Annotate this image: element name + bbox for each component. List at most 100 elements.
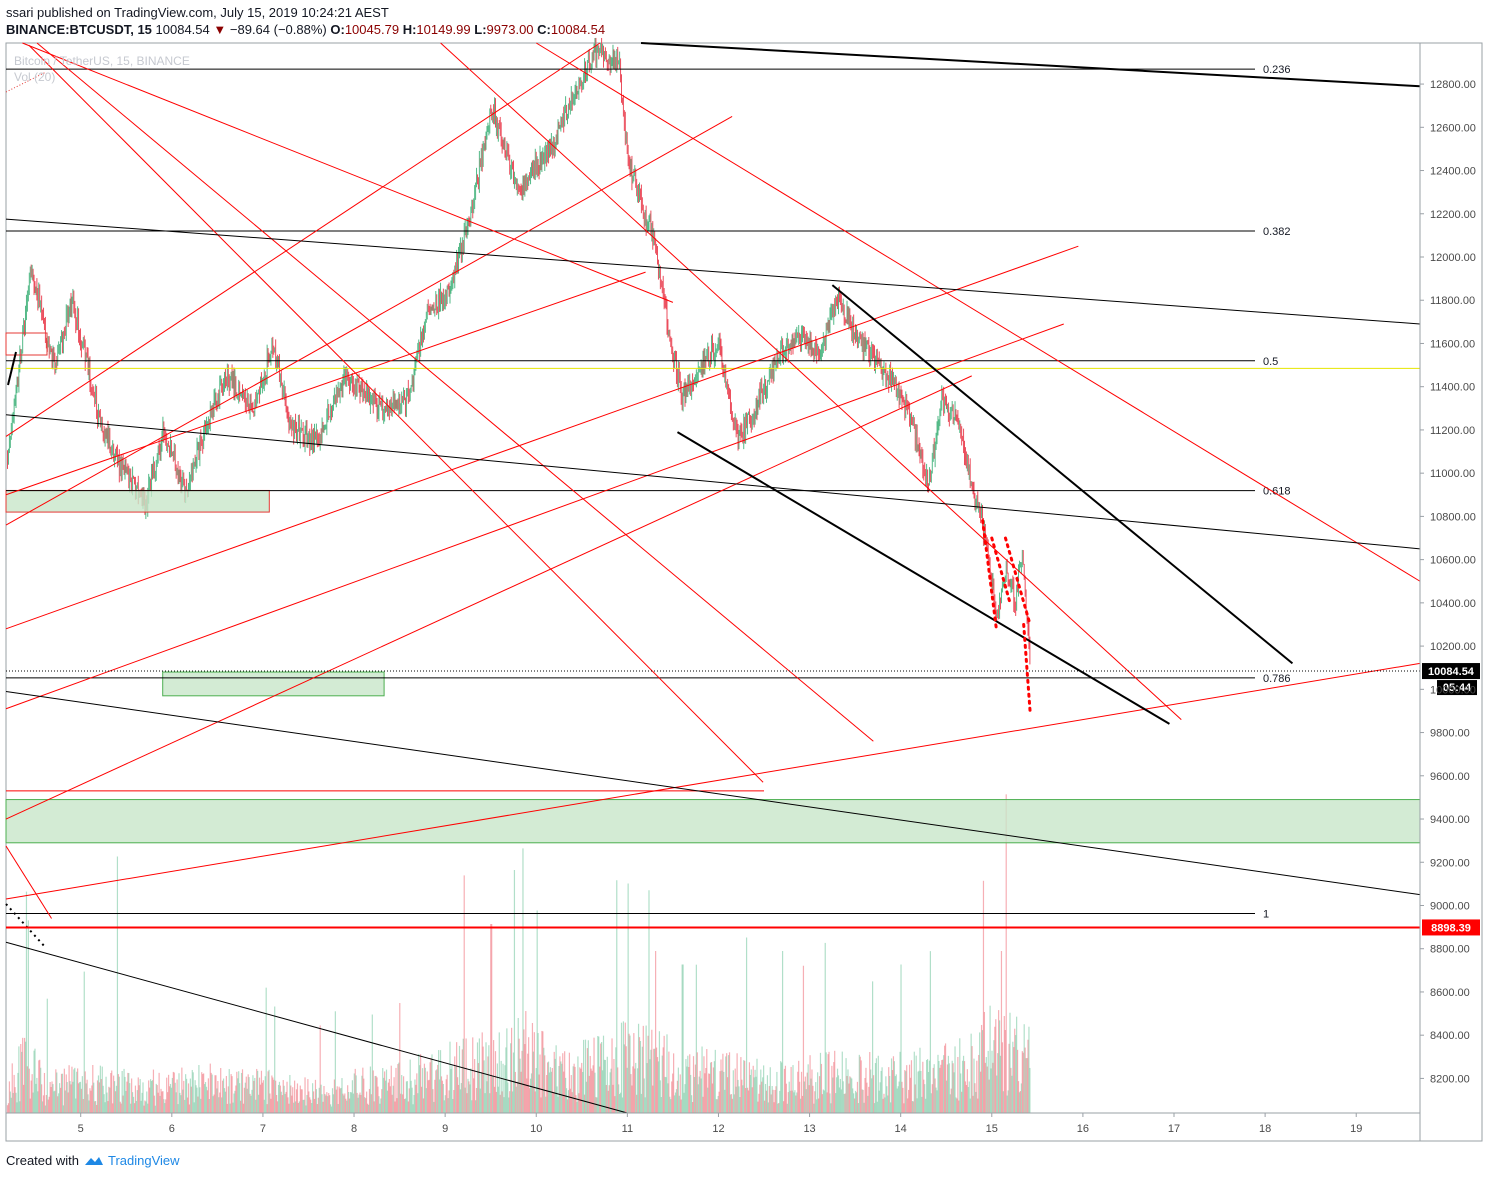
volume-bar <box>917 1071 919 1113</box>
volume-bar <box>724 1089 726 1113</box>
volume-bar <box>90 1090 92 1113</box>
volume-bar <box>660 1097 662 1113</box>
volume-bar <box>81 1076 83 1113</box>
volume-bar <box>553 1051 555 1113</box>
volume-bar <box>647 1035 649 1113</box>
volume-bar <box>858 1054 860 1113</box>
volume-legend[interactable]: Vol (20) <box>14 70 56 84</box>
volume-bar <box>592 1065 594 1113</box>
volume-bar <box>94 1101 96 1113</box>
volume-bar <box>399 1003 401 1113</box>
volume-bar <box>611 1038 613 1113</box>
volume-bar <box>264 1076 266 1113</box>
volume-bar <box>219 1092 221 1113</box>
volume-bar <box>356 1092 358 1113</box>
volume-bar <box>108 1086 110 1113</box>
volume-bar <box>432 1089 434 1113</box>
volume-bar <box>932 1067 934 1113</box>
volume-bar <box>271 1075 273 1113</box>
volume-bar <box>597 1036 599 1113</box>
volume-bar <box>378 1096 380 1113</box>
volume-bar <box>384 1080 387 1113</box>
volume-bar <box>691 1102 694 1113</box>
volume-bar <box>374 1075 376 1113</box>
volume-bar <box>47 1099 49 1113</box>
time-tick-label: 17 <box>1168 1123 1180 1135</box>
volume-bar <box>865 1067 867 1113</box>
black-trendline <box>640 42 1421 88</box>
series-legend[interactable]: Bitcoin / TetherUS, 15, BINANCE <box>14 54 190 68</box>
volume-bar <box>224 1091 227 1113</box>
volume-bar <box>829 1093 831 1113</box>
volume-bar <box>930 1093 932 1113</box>
volume-bar <box>574 1066 576 1113</box>
volume-bar <box>636 1094 638 1113</box>
volume-bar <box>844 1093 846 1113</box>
volume-bar <box>918 1070 920 1113</box>
volume-bar <box>830 1103 832 1113</box>
time-tick-label: 10 <box>530 1123 542 1135</box>
volume-bar <box>297 1102 300 1113</box>
volume-bar <box>999 1055 1002 1113</box>
volume-bar <box>748 1062 751 1113</box>
symbol-label[interactable]: BINANCE:BTCUSDT, 15 <box>6 22 152 37</box>
volume-bar <box>1016 1016 1018 1113</box>
volume-bar <box>198 1065 200 1113</box>
volume-bar <box>256 1068 258 1113</box>
volume-bar <box>708 1073 710 1113</box>
volume-bar <box>674 1092 677 1113</box>
volume-bar <box>739 1097 741 1113</box>
volume-bar <box>175 1092 177 1113</box>
volume-bar <box>627 883 629 1113</box>
volume-bar <box>610 1068 612 1113</box>
volume-bar <box>934 1078 936 1113</box>
tradingview-brand[interactable]: TradingView <box>107 1153 180 1168</box>
volume-bar <box>145 1101 147 1113</box>
volume-bar <box>95 1104 98 1113</box>
volume-bar <box>600 1043 602 1113</box>
volume-bar <box>795 1095 797 1113</box>
volume-bar <box>133 1103 136 1113</box>
volume-bar <box>628 1033 630 1113</box>
black-trendline <box>5 941 628 1114</box>
volume-bar <box>1005 794 1007 1113</box>
created-with-label: Created with <box>6 1153 79 1168</box>
volume-bar <box>872 1075 875 1113</box>
volume-bar <box>781 1062 783 1113</box>
volume-bar <box>101 1066 103 1113</box>
volume-bar <box>131 1078 133 1113</box>
volume-bar <box>967 1087 969 1113</box>
volume-bar <box>982 880 985 1113</box>
volume-bar <box>19 1101 21 1113</box>
time-tick-label: 6 <box>169 1123 175 1135</box>
volume-bar <box>817 1098 820 1113</box>
volume-bar <box>950 1088 952 1113</box>
volume-bar <box>61 1073 64 1113</box>
volume-bar <box>618 1084 620 1113</box>
volume-bar <box>510 1027 513 1113</box>
volume-bar <box>903 1103 905 1113</box>
volume-bar <box>172 1071 174 1113</box>
tradingview-logo[interactable]: TradingView <box>83 1153 180 1168</box>
volume-bar <box>447 1098 449 1113</box>
price-tick-label: 10600.00 <box>1430 555 1476 567</box>
volume-bar <box>329 1095 331 1113</box>
volume-bar <box>887 1095 889 1113</box>
volume-bar <box>810 1078 812 1113</box>
volume-bar <box>1017 1081 1020 1113</box>
volume-bar <box>165 1099 167 1113</box>
volume-bar <box>394 1101 396 1113</box>
volume-bar <box>703 1056 705 1113</box>
volume-bar <box>369 1066 372 1113</box>
volume-bar <box>766 1075 769 1113</box>
volume-bar <box>7 1103 10 1113</box>
volume-bar <box>695 964 697 1113</box>
volume-bar <box>285 1091 287 1113</box>
volume-bar <box>401 1075 403 1113</box>
volume-bar <box>1000 951 1003 1113</box>
volume-bar <box>985 1057 987 1113</box>
volume-bar <box>167 1074 170 1113</box>
volume-bar <box>992 1062 994 1113</box>
volume-bar <box>909 1077 912 1113</box>
